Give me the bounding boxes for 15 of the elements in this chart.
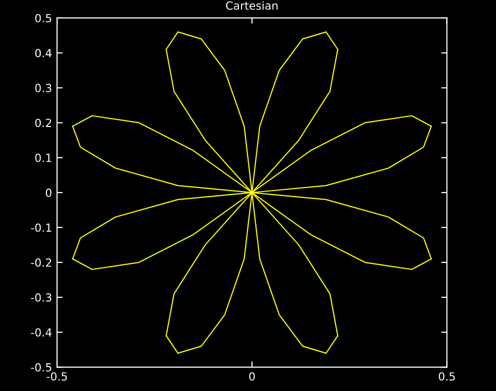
x-tick-label: 0	[249, 372, 255, 381]
y-tick-label: -0.5	[31, 363, 52, 372]
chart-title: Cartesian	[226, 1, 278, 10]
y-tick-label: -0.4	[31, 328, 52, 337]
y-tick-label: 0.4	[35, 48, 52, 58]
y-tick-label: -0.3	[31, 293, 52, 302]
x-tick-label: -0.5	[46, 372, 67, 381]
y-tick-label: 0.3	[35, 84, 52, 92]
y-tick-label: 0.2	[35, 118, 52, 128]
y-tick-label: -0.1	[31, 223, 52, 232]
y-tick-label: 0.1	[35, 154, 52, 162]
y-tick-label: 0.5	[35, 14, 52, 22]
y-tick-label: 0	[46, 188, 52, 197]
x-tick-label: 0.5	[438, 372, 455, 381]
y-tick-label: -0.2	[31, 258, 52, 267]
